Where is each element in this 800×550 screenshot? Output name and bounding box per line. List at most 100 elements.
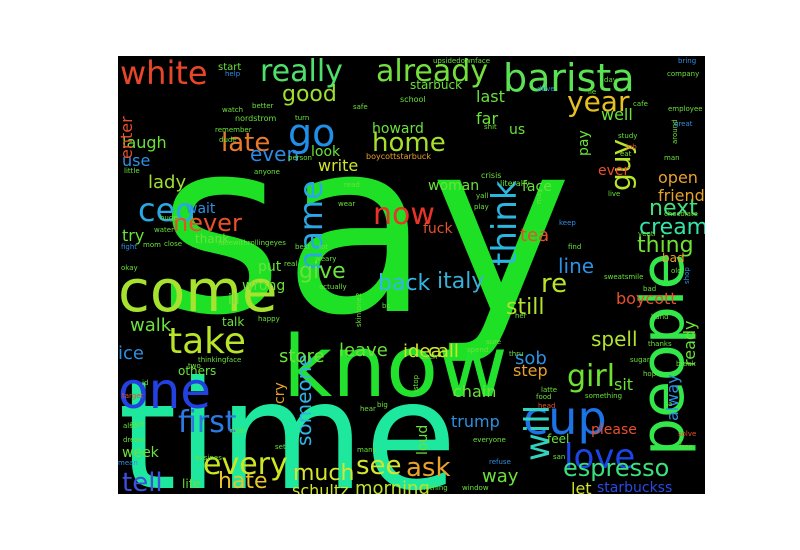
word-fuck: fuck [423,221,453,237]
word-la: la [666,400,672,408]
word-never: never [173,209,242,237]
word-free: free [679,443,693,451]
word-let: let [571,479,592,494]
word-skintone2: skintone2 [355,293,363,327]
word-late: late [221,128,270,158]
word-give: give [299,259,346,284]
word-barista: barista [503,56,635,100]
word-window: window [462,484,489,492]
word-howard: howard [372,121,424,137]
word-id: id [142,379,148,387]
word-now: now [373,197,435,232]
word-venti: venti [638,230,656,238]
word-employee: employee [668,105,703,113]
word-nordstrom: nordstrom [235,114,277,123]
word-espresso: espresso [563,454,669,482]
word-think: think [485,180,525,266]
word-please: please [591,422,637,438]
word-idea: idea [403,341,442,362]
word-girl: girl [567,359,615,394]
word-eat: eat [620,150,632,158]
word-white: white [120,56,208,92]
word-face: face [522,179,552,195]
word-re: re [541,269,567,299]
word-talk: talk [222,315,244,329]
word-real: real [284,260,297,268]
word-may: may [535,189,543,204]
word-also: also [123,422,137,430]
word-next: next [649,196,698,221]
word-spell: spell [591,327,638,351]
word-weary: weary [315,255,336,263]
word-bc: bc [382,302,390,310]
word-feel: feel [547,432,569,446]
word-facewithrollingeyes: facewithrollingeyes [218,239,286,247]
word-last: last [476,87,505,106]
word-bad: bad [643,285,656,293]
word-ready: ready [680,321,699,367]
word-school: school [400,95,426,104]
word-yall: yall [476,192,488,200]
word-every: every [203,447,288,482]
word-loud: loud [415,425,431,455]
word-huge: huge [160,214,178,222]
word-come: come [118,257,278,325]
word-food: food [536,393,551,401]
word-really: really [260,56,343,89]
word-keep: keep [559,219,576,227]
word-fight: fight [121,243,137,251]
word-spend: spend [467,346,488,354]
word-lot: lot [319,243,328,251]
word-study: study [618,132,637,140]
word-old: old [671,267,682,275]
word-chain: chain [453,382,496,401]
word-shop: shop [683,267,691,284]
word-better: better [252,102,274,110]
word-thing: thing [637,233,694,258]
word-okay: okay [121,264,138,272]
word-solve: solve [678,430,696,438]
word-bring: bring [678,57,696,65]
word-leave: leave [339,340,388,361]
word-person: person [288,154,312,162]
word-safe: safe [353,103,368,111]
word-watch: watch [222,106,243,114]
word-mean: mean [118,459,138,467]
word-many: many [357,446,377,454]
word-starbuck: starbuck [410,78,462,92]
word-boycott: boycott [616,289,677,308]
word-job: job [625,143,637,151]
word-sit: sit [614,375,633,394]
word-nothing: nothing [421,484,448,492]
word-lady: lady [148,172,186,193]
word-chocolate: chocolate [664,210,698,218]
word-woman: woman [428,178,479,194]
word-hear: hear [360,405,376,413]
word-busines: busines [195,454,222,462]
word-far: far [476,109,498,128]
word-ill: ill [228,292,240,308]
word-turn: turn [295,114,309,122]
word-look: look [311,144,341,160]
word-two: two [188,362,201,370]
word-man: man [664,154,680,162]
word-sweatsmile: sweatsmile [604,273,643,281]
word-break: break [676,360,697,368]
word-little: little [124,167,140,175]
word-wait: wait [186,201,216,217]
word-use: use [122,151,150,170]
word-ask: ask [406,453,451,483]
word-close: close [164,240,182,248]
word-bad: bad [662,251,685,265]
word-pay: pay [576,130,592,156]
word-will: will [518,405,558,461]
word-read: read [344,181,360,189]
word-sure: sure [486,338,501,346]
word-first: first [178,405,237,440]
word-ice: ice [118,343,144,364]
word-laugh: laugh [122,133,167,152]
word-even: even [250,142,299,166]
word-enter: enter [118,116,136,159]
word-thinkingface: thinkingface [198,356,241,364]
